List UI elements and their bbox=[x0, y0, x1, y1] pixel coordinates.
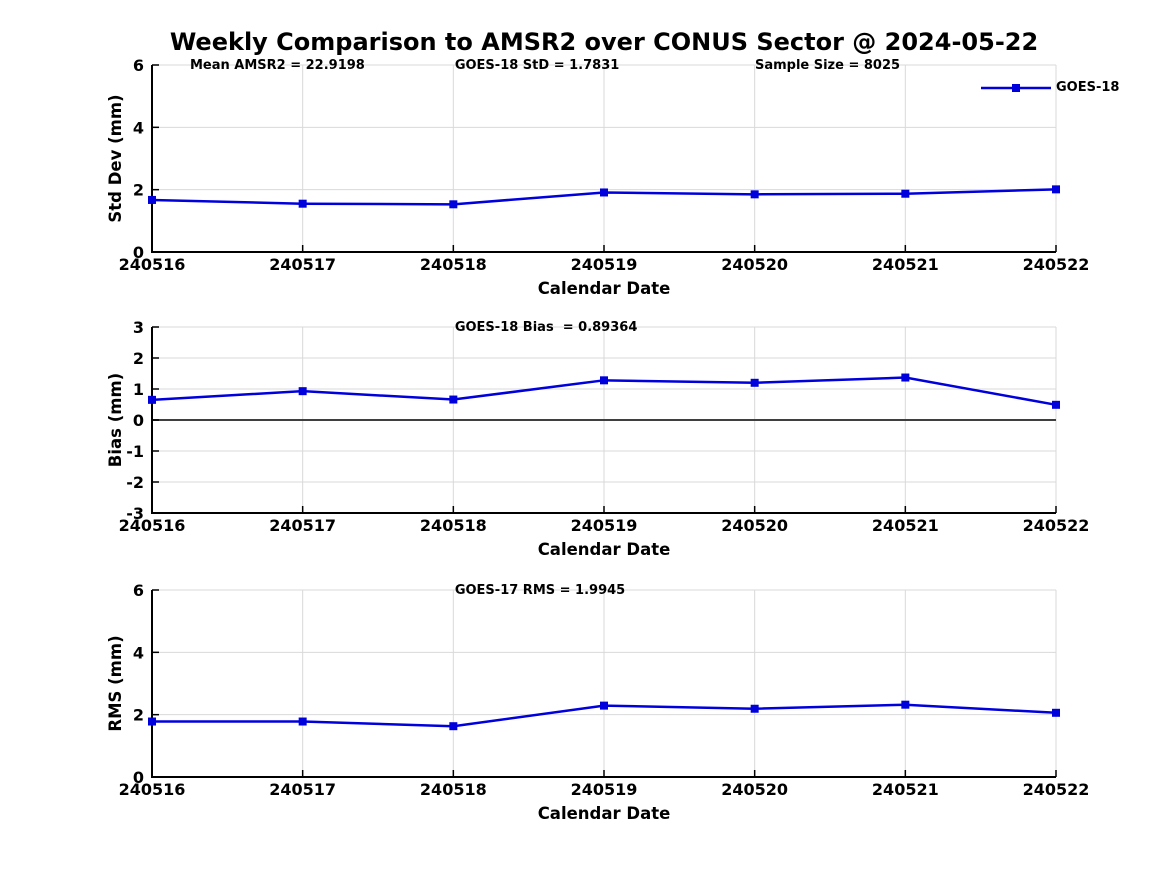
y-tick-label: 2 bbox=[133, 181, 144, 200]
subplot-annotation: Sample Size = 8025 bbox=[755, 58, 900, 73]
x-axis-label: Calendar Date bbox=[538, 804, 671, 823]
y-axis-label: Std Dev (mm) bbox=[106, 94, 125, 222]
data-point-marker bbox=[1052, 185, 1060, 194]
data-point-marker bbox=[148, 195, 156, 204]
subplot-annotation: GOES-18 Bias = 0.89364 bbox=[455, 320, 638, 335]
y-axis-label: RMS (mm) bbox=[106, 635, 125, 731]
data-point-marker bbox=[1052, 400, 1060, 409]
x-axis-label: Calendar Date bbox=[538, 279, 671, 298]
data-point-marker bbox=[901, 373, 910, 382]
y-tick-label: 6 bbox=[133, 56, 144, 75]
data-point-marker bbox=[901, 700, 910, 709]
data-point-marker bbox=[298, 387, 307, 396]
data-point-marker bbox=[148, 717, 156, 726]
data-point-marker bbox=[600, 376, 608, 385]
x-tick-label: 240520 bbox=[721, 516, 788, 535]
figure-title: Weekly Comparison to AMSR2 over CONUS Se… bbox=[169, 28, 1039, 56]
y-tick-label: -2 bbox=[126, 473, 144, 492]
legend-marker-icon bbox=[1012, 83, 1020, 92]
subplot-annotation: Mean AMSR2 = 22.9198 bbox=[190, 58, 365, 73]
legend-label: GOES-18 bbox=[1056, 80, 1120, 95]
x-tick-label: 240517 bbox=[269, 780, 336, 799]
data-point-marker bbox=[449, 200, 458, 209]
x-tick-label: 240516 bbox=[119, 780, 186, 799]
x-tick-label: 240518 bbox=[420, 516, 487, 535]
x-tick-label: 240522 bbox=[1023, 516, 1090, 535]
y-tick-label: -1 bbox=[126, 442, 144, 461]
legend: GOES-18 bbox=[981, 80, 1119, 95]
y-tick-label: 0 bbox=[133, 243, 144, 262]
legend-line-sample bbox=[981, 83, 1051, 92]
subplot-annotation: GOES-17 RMS = 1.9945 bbox=[455, 583, 625, 598]
x-tick-label: 240521 bbox=[872, 255, 939, 274]
y-tick-label: 6 bbox=[133, 581, 144, 600]
y-tick-label: 1 bbox=[133, 380, 144, 399]
data-point-marker bbox=[750, 704, 759, 713]
x-tick-label: 240521 bbox=[872, 780, 939, 799]
data-point-marker bbox=[901, 189, 910, 198]
x-tick-label: 240516 bbox=[119, 255, 186, 274]
data-point-marker bbox=[750, 378, 759, 387]
y-tick-label: 4 bbox=[133, 643, 144, 662]
x-tick-label: 240519 bbox=[571, 516, 638, 535]
data-point-marker bbox=[298, 717, 307, 726]
x-tick-label: 240517 bbox=[269, 516, 336, 535]
subplot-annotation: GOES-18 StD = 1.7831 bbox=[455, 58, 619, 73]
y-tick-label: 2 bbox=[133, 706, 144, 725]
data-point-marker bbox=[750, 190, 759, 199]
x-tick-label: 240516 bbox=[119, 516, 186, 535]
x-tick-label: 240520 bbox=[721, 255, 788, 274]
y-tick-label: 3 bbox=[133, 318, 144, 337]
x-tick-label: 240522 bbox=[1023, 780, 1090, 799]
x-tick-label: 240518 bbox=[420, 780, 487, 799]
y-tick-label: 0 bbox=[133, 768, 144, 787]
y-tick-label: 0 bbox=[133, 411, 144, 430]
data-point-marker bbox=[449, 722, 458, 731]
x-axis-label: Calendar Date bbox=[538, 540, 671, 559]
data-point-marker bbox=[600, 188, 608, 197]
x-tick-label: 240521 bbox=[872, 516, 939, 535]
data-point-marker bbox=[449, 395, 458, 404]
data-point-marker bbox=[298, 199, 307, 208]
data-point-marker bbox=[148, 395, 156, 404]
y-tick-label: 2 bbox=[133, 349, 144, 368]
y-axis-label: Bias (mm) bbox=[106, 373, 125, 467]
x-tick-label: 240520 bbox=[721, 780, 788, 799]
x-tick-label: 240517 bbox=[269, 255, 336, 274]
y-tick-label: 4 bbox=[133, 118, 144, 137]
y-tick-label: -3 bbox=[126, 504, 144, 523]
x-tick-label: 240519 bbox=[571, 780, 638, 799]
data-point-marker bbox=[1052, 708, 1060, 717]
x-tick-label: 240522 bbox=[1023, 255, 1090, 274]
x-tick-label: 240518 bbox=[420, 255, 487, 274]
data-point-marker bbox=[600, 701, 608, 710]
x-tick-label: 240519 bbox=[571, 255, 638, 274]
